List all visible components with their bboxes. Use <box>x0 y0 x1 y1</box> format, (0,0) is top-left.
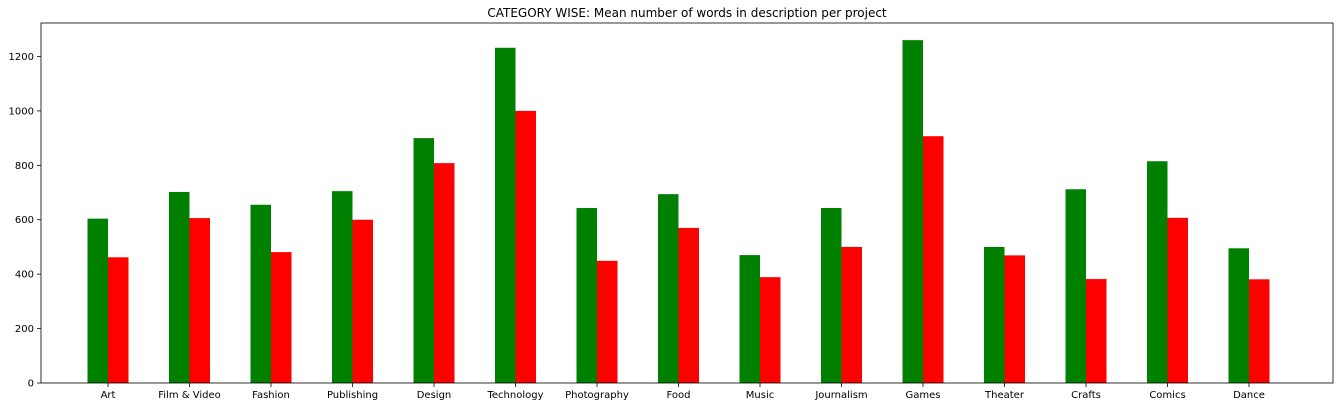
y-tick-label: 400 <box>15 270 34 281</box>
bar-film-video-series-2 <box>189 218 210 383</box>
bar-film-video-series-1 <box>169 191 190 383</box>
x-tick-label: Publishing <box>327 390 378 401</box>
y-tick-label: 0 <box>28 379 34 390</box>
bar-music-series-2 <box>760 277 781 383</box>
bar-art-series-1 <box>87 218 108 383</box>
bar-games-series-1 <box>902 40 923 383</box>
bar-comics-series-2 <box>1167 217 1188 383</box>
x-tick-label: Music <box>746 390 774 401</box>
x-tick-label: Dance <box>1233 390 1265 401</box>
x-axis: Art Film & Video Fashion Publishing Design Te… <box>101 383 1265 401</box>
x-tick-label: Photography <box>565 390 629 401</box>
x-tick-label: Technology <box>486 390 543 401</box>
bar-photography-series-1 <box>576 208 597 383</box>
y-tick-label: 200 <box>15 324 34 335</box>
x-tick-label: Comics <box>1149 390 1185 401</box>
x-tick-label: Journalism <box>814 390 867 401</box>
bar-theater-series-1 <box>984 246 1005 383</box>
x-tick-label: Theater <box>984 390 1025 401</box>
bar-design-series-1 <box>413 138 434 383</box>
y-tick-label: 1000 <box>9 106 34 117</box>
plot-frame <box>40 22 1334 384</box>
y-tick-label: 1200 <box>9 52 34 63</box>
bar-fashion-series-2 <box>271 252 292 383</box>
x-tick-label: Design <box>417 390 452 401</box>
bar-dance-series-2 <box>1249 279 1270 383</box>
bar-comics-series-1 <box>1147 161 1168 383</box>
bar-food-series-1 <box>658 194 679 383</box>
bar-crafts-series-1 <box>1065 189 1086 383</box>
bar-publishing-series-2 <box>352 219 373 383</box>
bar-crafts-series-2 <box>1086 279 1107 383</box>
bar-design-series-2 <box>434 163 455 383</box>
x-tick-label: Art <box>101 390 116 401</box>
bar-art-series-2 <box>108 257 129 383</box>
bar-journalism-series-2 <box>841 246 862 383</box>
y-axis: 0 200 400 600 800 1000 1200 <box>9 52 41 390</box>
chart-title: CATEGORY WISE: Mean number of words in d… <box>487 6 887 20</box>
bar-games-series-2 <box>923 136 944 383</box>
bar-publishing-series-1 <box>332 191 353 383</box>
bar-theater-series-2 <box>1004 255 1025 383</box>
x-tick-label: Food <box>667 390 691 401</box>
bars-group <box>87 40 1270 383</box>
bar-technology-series-1 <box>495 47 516 383</box>
x-tick-label: Games <box>906 390 941 401</box>
x-tick-label: Fashion <box>252 390 290 401</box>
bar-dance-series-1 <box>1228 248 1249 383</box>
x-tick-label: Crafts <box>1071 390 1101 401</box>
bar-journalism-series-1 <box>821 208 842 383</box>
bar-music-series-1 <box>739 255 760 383</box>
y-tick-label: 600 <box>15 215 34 226</box>
bar-food-series-2 <box>678 227 699 383</box>
bar-technology-series-2 <box>515 110 536 383</box>
y-tick-label: 800 <box>15 161 34 172</box>
x-tick-label: Film & Video <box>158 390 221 401</box>
bar-photography-series-2 <box>597 260 618 383</box>
bar-fashion-series-1 <box>250 204 271 383</box>
